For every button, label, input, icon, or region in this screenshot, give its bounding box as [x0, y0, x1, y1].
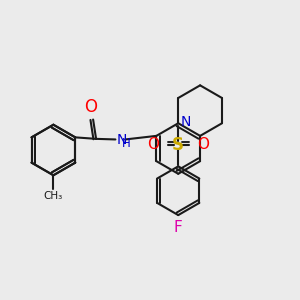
Text: N: N [181, 116, 191, 129]
Text: O: O [84, 98, 97, 116]
Text: S: S [172, 136, 184, 154]
Text: H: H [122, 137, 131, 150]
Text: O: O [197, 136, 209, 152]
Text: CH₃: CH₃ [44, 191, 63, 201]
Text: N: N [116, 133, 127, 147]
Text: F: F [174, 220, 183, 236]
Text: O: O [148, 136, 160, 152]
